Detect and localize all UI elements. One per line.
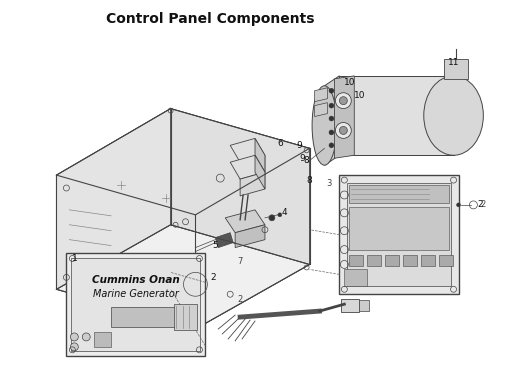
Polygon shape	[349, 185, 448, 203]
Polygon shape	[439, 254, 452, 267]
Polygon shape	[314, 103, 327, 117]
Polygon shape	[66, 253, 205, 356]
Polygon shape	[240, 172, 265, 196]
Polygon shape	[255, 138, 265, 172]
Polygon shape	[344, 269, 367, 286]
Polygon shape	[215, 233, 233, 248]
Circle shape	[278, 213, 282, 217]
Polygon shape	[421, 254, 435, 267]
Polygon shape	[334, 76, 354, 158]
Text: 9: 9	[300, 154, 306, 163]
Polygon shape	[71, 257, 201, 351]
Text: 10: 10	[353, 91, 365, 100]
Circle shape	[70, 343, 78, 351]
Circle shape	[82, 333, 90, 341]
Text: 2: 2	[210, 273, 216, 282]
Circle shape	[340, 126, 347, 134]
Polygon shape	[56, 108, 310, 215]
Text: 8: 8	[307, 176, 312, 185]
Ellipse shape	[312, 86, 337, 165]
Polygon shape	[367, 254, 381, 267]
Circle shape	[329, 88, 334, 93]
Text: 2: 2	[237, 295, 242, 304]
Text: 5: 5	[212, 241, 218, 250]
Polygon shape	[240, 155, 265, 179]
Text: 6: 6	[277, 139, 283, 148]
Circle shape	[336, 93, 351, 108]
Polygon shape	[325, 76, 340, 165]
Polygon shape	[56, 175, 195, 329]
Text: 10: 10	[344, 78, 355, 87]
Circle shape	[329, 116, 334, 121]
Polygon shape	[314, 88, 327, 102]
Polygon shape	[349, 207, 448, 249]
Polygon shape	[171, 108, 310, 264]
Polygon shape	[403, 254, 417, 267]
Polygon shape	[340, 175, 459, 294]
Polygon shape	[56, 108, 171, 289]
Polygon shape	[235, 225, 265, 248]
Ellipse shape	[424, 76, 483, 155]
Polygon shape	[173, 304, 198, 330]
Circle shape	[340, 97, 347, 105]
Polygon shape	[359, 300, 369, 311]
Circle shape	[336, 123, 351, 138]
Circle shape	[70, 333, 78, 341]
Polygon shape	[225, 210, 265, 233]
Circle shape	[269, 215, 275, 221]
Polygon shape	[94, 332, 111, 347]
Text: Marine Generator: Marine Generator	[93, 289, 179, 299]
Text: 2: 2	[478, 201, 483, 209]
Circle shape	[329, 103, 334, 108]
Text: Cummins Onan: Cummins Onan	[92, 275, 180, 285]
Text: 1: 1	[72, 254, 78, 263]
Text: 8: 8	[304, 156, 309, 165]
Text: 4: 4	[282, 208, 288, 217]
Polygon shape	[349, 254, 363, 267]
Text: 7: 7	[238, 257, 243, 266]
Polygon shape	[340, 76, 453, 155]
Polygon shape	[230, 138, 265, 162]
Text: 3: 3	[326, 178, 331, 188]
Polygon shape	[444, 59, 468, 79]
Text: 2: 2	[480, 201, 486, 209]
Polygon shape	[230, 155, 265, 179]
Polygon shape	[111, 307, 190, 327]
Circle shape	[457, 203, 461, 207]
Polygon shape	[385, 254, 399, 267]
Text: Control Panel Components: Control Panel Components	[106, 12, 314, 26]
Polygon shape	[347, 183, 450, 286]
Polygon shape	[195, 148, 310, 329]
Polygon shape	[255, 155, 265, 189]
Polygon shape	[56, 225, 310, 329]
Text: 9: 9	[297, 141, 303, 150]
Circle shape	[329, 130, 334, 135]
Text: 11: 11	[448, 58, 459, 68]
Polygon shape	[341, 299, 359, 312]
Circle shape	[329, 143, 334, 148]
